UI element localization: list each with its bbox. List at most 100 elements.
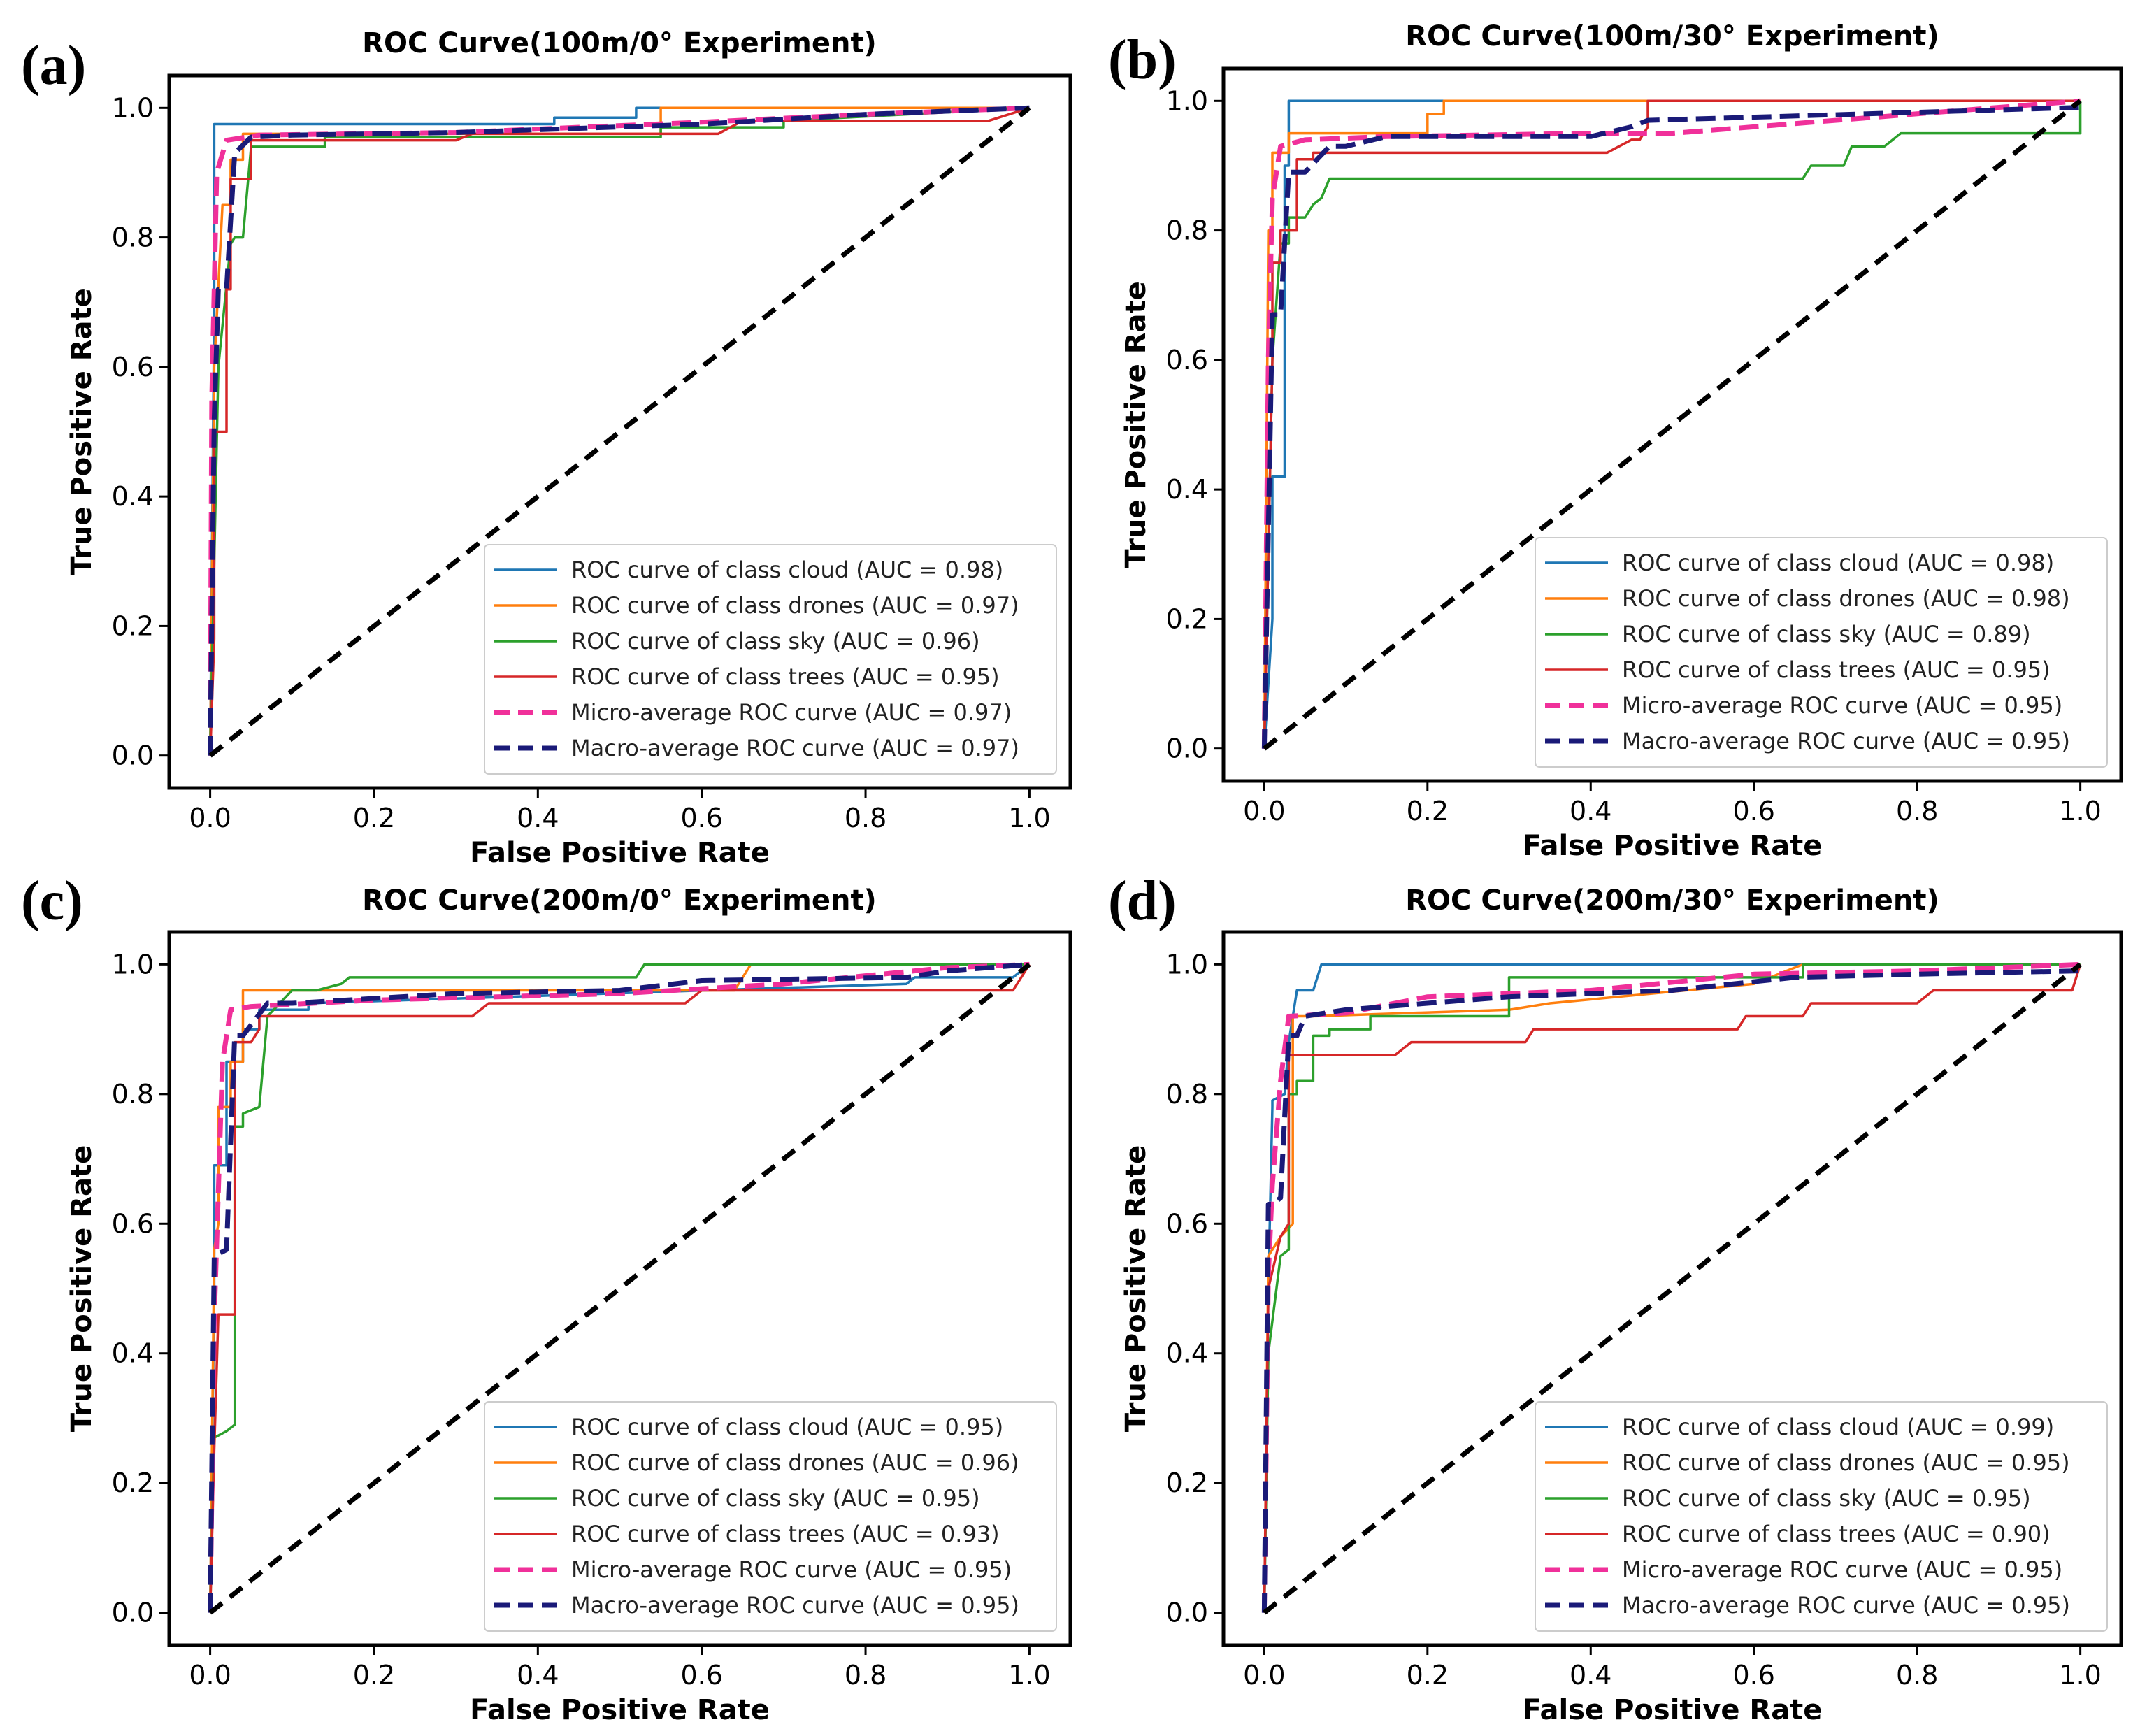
panel-letter: (c) [21,870,83,932]
y-tick-label: 0.2 [112,610,154,641]
roc-series-line [1261,98,2081,749]
panel-letter: (d) [1108,870,1177,932]
x-tick-label: 0.4 [517,1660,559,1691]
y-tick-label: 0.6 [1166,345,1208,375]
x-tick-label: 0.8 [1896,796,1938,826]
chance-diagonal-line [208,106,1031,758]
x-tick-label: 1.0 [1008,1660,1050,1691]
x-tick-label: 0.2 [353,803,395,833]
legend-entry-label: ROC curve of class sky (AUC = 0.95) [1622,1485,2031,1512]
legend-entry-label: ROC curve of class cloud (AUC = 0.98) [571,557,1003,583]
panel-letter: (b) [1108,29,1177,91]
roc-series-line [208,963,1031,1613]
legend-entry-label: ROC curve of class drones (AUC = 0.98) [1622,585,2070,612]
x-axis-label: False Positive Rate [1523,1694,1823,1726]
roc-series-line [208,963,1030,1613]
x-tick-label: 1.0 [1008,803,1050,833]
plot-area [208,105,1031,758]
x-tick-label: 1.0 [2059,1660,2101,1691]
y-tick-label: 0.8 [1166,215,1208,246]
x-tick-label: 0.6 [680,803,722,833]
y-tick-label: 0.2 [1166,603,1208,634]
roc-series-line [1261,105,2081,749]
legend: ROC curve of class cloud (AUC = 0.98) ROC… [484,544,1057,775]
y-tick-label: 0.6 [112,1208,154,1239]
y-tick-label: 0.6 [1166,1208,1208,1239]
legend-entry-label: ROC curve of class drones (AUC = 0.95) [1622,1449,2070,1476]
legend-entry-label: ROC curve of class cloud (AUC = 0.99) [1622,1414,2054,1440]
chance-diagonal-line [1263,962,2082,1615]
y-axis-label: True Positive Rate [1120,281,1152,568]
y-tick-label: 1.0 [112,92,154,123]
legend-entry-label: ROC curve of class sky (AUC = 0.96) [571,628,980,654]
roc-series-line [208,106,1030,756]
plot-area [208,961,1031,1615]
y-tick-label: 0.8 [1166,1079,1208,1110]
x-tick-label: 0.6 [1733,1660,1775,1691]
y-tick-label: 1.0 [112,949,154,980]
x-tick-label: 1.0 [2059,796,2101,826]
legend-entry-label: ROC curve of class trees (AUC = 0.93) [571,1521,1000,1547]
roc-series-line [1261,961,2081,1613]
legend-entry-label: ROC curve of class drones (AUC = 0.96) [571,1449,1019,1476]
x-tick-label: 0.8 [845,1660,886,1691]
legend-entry-label: ROC curve of class sky (AUC = 0.95) [571,1485,980,1512]
legend-entry-label: ROC curve of class sky (AUC = 0.89) [1622,621,2031,647]
chart-title: ROC Curve(100m/30° Experiment) [1405,20,1939,52]
x-tick-label: 0.0 [1243,796,1285,826]
y-tick-label: 0.0 [112,740,154,771]
y-axis-label: True Positive Rate [1120,1145,1152,1432]
chance-diagonal-line [1263,99,2082,751]
legend-entry-label: ROC curve of class cloud (AUC = 0.95) [571,1414,1003,1440]
x-tick-label: 0.0 [189,1660,231,1691]
legend-entry-label: ROC curve of class drones (AUC = 0.97) [571,592,1019,619]
y-tick-label: 0.0 [1166,1598,1208,1628]
x-axis-label: False Positive Rate [470,837,770,869]
y-tick-label: 0.6 [112,352,154,382]
chart-title: ROC Curve(200m/0° Experiment) [362,884,877,917]
y-tick-label: 0.4 [1166,474,1208,505]
legend-entry-label: ROC curve of class cloud (AUC = 0.98) [1622,550,2054,576]
y-tick-label: 0.8 [112,222,154,253]
x-tick-label: 0.0 [1243,1660,1285,1691]
y-tick-label: 0.2 [112,1468,154,1498]
chance-diagonal-line [208,962,1031,1615]
y-tick-label: 1.0 [1166,949,1208,980]
legend-box [1535,537,2108,768]
y-tick-label: 0.8 [112,1079,154,1110]
legend-entry-label: ROC curve of class trees (AUC = 0.90) [1622,1521,2051,1547]
roc-series-line [1263,963,2081,1613]
x-axis-label: False Positive Rate [470,1694,770,1726]
y-tick-label: 0.4 [1166,1338,1208,1369]
y-tick-label: 1.0 [1166,85,1208,116]
chart-panel-c: (c) ROC Curve(200m/0° Experiment) 0.0 0.2 0.… [21,870,1072,1726]
axes-frame [1221,66,2123,783]
chart-panel-b: (b) ROC Curve(100m/30° Experiment) 0.0 0.2 0… [1108,20,2123,862]
legend-entry-label: Macro-average ROC curve (AUC = 0.95) [1622,728,2070,754]
roc-series-line [1263,963,2082,1613]
chart-panel-a: (a) ROC Curve(100m/0° Experiment) 0.0 0.2 0.… [21,27,1072,869]
roc-series-line [1261,968,2081,1613]
legend-entry-label: Micro-average ROC curve (AUC = 0.95) [571,1556,1012,1583]
x-tick-label: 0.2 [1407,1660,1449,1691]
roc-series-line [208,105,1030,756]
legend-entry-label: Micro-average ROC curve (AUC = 0.95) [1622,692,2062,719]
y-tick-label: 0.4 [112,481,154,512]
x-tick-label: 0.4 [1570,796,1611,826]
chart-panel-d: (d) ROC Curve(200m/30° Experiment) 0.0 0.2 0… [1108,870,2123,1726]
y-tick-label: 0.4 [112,1338,154,1369]
legend-entry-label: Micro-average ROC curve (AUC = 0.97) [571,699,1012,726]
chart-title: ROC Curve(200m/30° Experiment) [1405,884,1939,917]
axes-frame [167,73,1072,790]
legend: ROC curve of class cloud (AUC = 0.99) ROC… [1535,1401,2108,1632]
x-tick-label: 0.4 [1570,1660,1611,1691]
x-axis-label: False Positive Rate [1523,830,1823,862]
legend-entry-label: ROC curve of class trees (AUC = 0.95) [1622,657,2051,683]
y-axis-label: True Positive Rate [66,288,98,575]
x-tick-label: 0.0 [189,803,231,833]
x-tick-label: 0.4 [517,803,559,833]
legend-entry-label: Macro-average ROC curve (AUC = 0.95) [571,1592,1019,1619]
plot-area [1261,961,2082,1615]
y-tick-label: 0.2 [1166,1468,1208,1498]
